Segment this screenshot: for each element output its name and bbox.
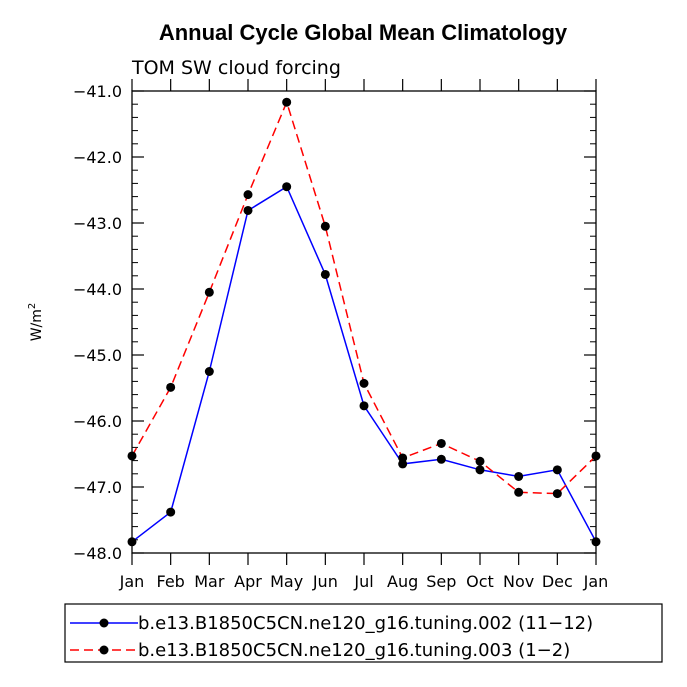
x-tick-label: Mar [194, 572, 225, 591]
x-tick-label: Jul [353, 572, 373, 591]
legend-marker-1 [99, 618, 109, 628]
y-tick-label: −48.0 [73, 544, 122, 563]
chart-title: Annual Cycle Global Mean Climatology [159, 20, 568, 45]
series-layer [127, 97, 601, 547]
series-2-point [166, 382, 176, 392]
x-tick-label: Jan [119, 572, 145, 591]
series-2-point [243, 190, 253, 200]
series-2-point [552, 489, 562, 499]
x-tick-label: Feb [157, 572, 185, 591]
series-1-point [552, 465, 562, 475]
series-2-point [436, 438, 446, 448]
y-tick-label: −44.0 [73, 280, 122, 299]
series-1-point [243, 205, 253, 215]
plot-frame [131, 90, 597, 554]
y-tick-label: −41.0 [73, 82, 122, 101]
tick-labels: −41.0 −42.0 −43.0 −44.0 −45.0 −46.0 −47.0 −48.0… [73, 82, 608, 591]
series-2-point [514, 487, 524, 497]
series-2-point [398, 453, 408, 463]
x-tick-label: Nov [503, 572, 534, 591]
series-1-point [514, 471, 524, 481]
y-tick-label: −46.0 [73, 412, 122, 431]
legend-label-1: b.e13.B1850C5CN.ne120_g16.tuning.002 (11… [138, 613, 593, 634]
series-1-point [204, 367, 214, 376]
series-2-point [475, 456, 485, 466]
x-tick-label: Jan [583, 572, 609, 591]
legend-box [64, 603, 663, 663]
series-1-point [475, 465, 485, 475]
series-2-point [359, 378, 369, 388]
y-axis-label-text: W/m [29, 309, 45, 341]
x-tick-label: Sep [426, 572, 456, 591]
chart-subtitle: TOM SW cloud forcing [131, 57, 341, 79]
x-tick-label: Oct [466, 572, 494, 591]
y-axis-label-superscript: 2 [27, 303, 38, 309]
y-tick-label: −45.0 [73, 346, 122, 365]
legend-marker-2 [99, 645, 109, 655]
y-tick-label: −42.0 [73, 148, 122, 167]
x-tick-label: May [270, 572, 303, 591]
series-2-point [320, 221, 330, 231]
series-line-2 [131, 100, 597, 495]
series-2-point [282, 97, 292, 107]
series-1-point [166, 507, 176, 517]
y-axis-label: W/m2 [27, 303, 45, 342]
x-tick-label: Aug [387, 572, 418, 591]
svg-text:W/m2: W/m2 [27, 303, 45, 342]
series-2-point [204, 287, 214, 297]
legend: b.e13.B1850C5CN.ne120_g16.tuning.002 (11… [64, 603, 663, 663]
series-1-point [282, 182, 292, 192]
x-tick-label: Apr [234, 572, 262, 591]
series-1-point [320, 269, 330, 279]
y-tick-label: −43.0 [73, 214, 122, 233]
x-tick-label: Jun [312, 572, 338, 591]
y-tick-label: −47.0 [73, 478, 122, 497]
axis-ticks [131, 79, 597, 565]
series-line-1 [131, 185, 597, 543]
legend-label-2: b.e13.B1850C5CN.ne120_g16.tuning.003 (1−… [138, 640, 570, 661]
series-1-point [359, 401, 369, 411]
series-1-point [436, 454, 446, 464]
x-tick-label: Dec [542, 572, 573, 591]
